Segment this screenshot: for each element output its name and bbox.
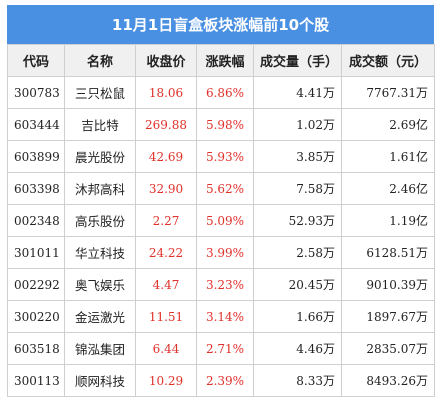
- cell-change-pct: 3.23%: [196, 268, 254, 301]
- cell-volume: 20.45万: [253, 268, 342, 301]
- cell-volume: 4.46万: [253, 332, 342, 365]
- cell-name: 锦泓集团: [64, 332, 136, 365]
- cell-code: 301011: [7, 236, 65, 269]
- cell-volume: 3.85万: [253, 140, 342, 173]
- cell-turnover: 7767.31万: [341, 76, 435, 109]
- cell-change-pct: 3.99%: [196, 236, 254, 269]
- table-header-row: 代码 名称 收盘价 涨跌幅 成交量（手） 成交额（元）: [7, 44, 435, 77]
- cell-volume: 1.02万: [253, 108, 342, 141]
- table-row: 002292 奥飞娱乐 4.47 3.23% 20.45万 9010.39万: [7, 268, 435, 301]
- table-row: 300220 金运激光 11.51 3.14% 1.66万 1897.67万: [7, 300, 435, 333]
- cell-volume: 52.93万: [253, 204, 342, 237]
- cell-change-pct: 5.98%: [196, 108, 254, 141]
- cell-close-price: 42.69: [135, 140, 197, 173]
- table-row: 603398 沐邦高科 32.90 5.62% 7.58万 2.46亿: [7, 172, 435, 205]
- cell-name: 吉比特: [64, 108, 136, 141]
- header-change-pct: 涨跌幅: [196, 44, 254, 77]
- cell-code: 300113: [7, 364, 65, 397]
- table-title: 11月1日盲盒板块涨幅前10个股: [7, 5, 434, 44]
- cell-name: 三只松鼠: [64, 76, 136, 109]
- cell-turnover: 9010.39万: [341, 268, 435, 301]
- cell-name: 奥飞娱乐: [64, 268, 136, 301]
- cell-turnover: 8493.26万: [341, 364, 435, 397]
- cell-close-price: 4.47: [135, 268, 197, 301]
- table-row: 300113 顺网科技 10.29 2.39% 8.33万 8493.26万: [7, 364, 435, 397]
- cell-close-price: 10.29: [135, 364, 197, 397]
- cell-change-pct: 5.93%: [196, 140, 254, 173]
- cell-code: 603518: [7, 332, 65, 365]
- table-row: 603444 吉比特 269.88 5.98% 1.02万 2.69亿: [7, 108, 435, 141]
- table-row: 603899 晨光股份 42.69 5.93% 3.85万 1.61亿: [7, 140, 435, 173]
- cell-change-pct: 6.86%: [196, 76, 254, 109]
- cell-turnover: 1.19亿: [341, 204, 435, 237]
- cell-volume: 8.33万: [253, 364, 342, 397]
- cell-change-pct: 2.39%: [196, 364, 254, 397]
- header-code: 代码: [7, 44, 65, 77]
- cell-change-pct: 5.62%: [196, 172, 254, 205]
- cell-volume: 4.41万: [253, 76, 342, 109]
- cell-code: 300220: [7, 300, 65, 333]
- cell-volume: 1.66万: [253, 300, 342, 333]
- cell-code: 603398: [7, 172, 65, 205]
- cell-volume: 2.58万: [253, 236, 342, 269]
- cell-turnover: 6128.51万: [341, 236, 435, 269]
- stock-table: 代码 名称 收盘价 涨跌幅 成交量（手） 成交额（元） 300783 三只松鼠 18…: [7, 44, 435, 397]
- cell-turnover: 2835.07万: [341, 332, 435, 365]
- cell-code: 300783: [7, 76, 65, 109]
- cell-code: 603444: [7, 108, 65, 141]
- cell-close-price: 6.44: [135, 332, 197, 365]
- table-row: 002348 高乐股份 2.27 5.09% 52.93万 1.19亿: [7, 204, 435, 237]
- cell-close-price: 32.90: [135, 172, 197, 205]
- cell-name: 金运激光: [64, 300, 136, 333]
- cell-name: 顺网科技: [64, 364, 136, 397]
- cell-name: 高乐股份: [64, 204, 136, 237]
- cell-turnover: 2.46亿: [341, 172, 435, 205]
- header-close-price: 收盘价: [135, 44, 197, 77]
- cell-name: 沐邦高科: [64, 172, 136, 205]
- cell-close-price: 24.22: [135, 236, 197, 269]
- cell-turnover: 1897.67万: [341, 300, 435, 333]
- table-row: 300783 三只松鼠 18.06 6.86% 4.41万 7767.31万: [7, 76, 435, 109]
- table-row: 301011 华立科技 24.22 3.99% 2.58万 6128.51万: [7, 236, 435, 269]
- cell-name: 晨光股份: [64, 140, 136, 173]
- cell-code: 002292: [7, 268, 65, 301]
- cell-close-price: 11.51: [135, 300, 197, 333]
- cell-turnover: 1.61亿: [341, 140, 435, 173]
- cell-close-price: 269.88: [135, 108, 197, 141]
- header-turnover: 成交额（元）: [341, 44, 435, 77]
- cell-change-pct: 2.71%: [196, 332, 254, 365]
- cell-close-price: 18.06: [135, 76, 197, 109]
- cell-change-pct: 5.09%: [196, 204, 254, 237]
- header-volume: 成交量（手）: [253, 44, 342, 77]
- cell-change-pct: 3.14%: [196, 300, 254, 333]
- header-name: 名称: [64, 44, 136, 77]
- cell-turnover: 2.69亿: [341, 108, 435, 141]
- table-row: 603518 锦泓集团 6.44 2.71% 4.46万 2835.07万: [7, 332, 435, 365]
- cell-close-price: 2.27: [135, 204, 197, 237]
- cell-name: 华立科技: [64, 236, 136, 269]
- cell-code: 603899: [7, 140, 65, 173]
- cell-code: 002348: [7, 204, 65, 237]
- cell-volume: 7.58万: [253, 172, 342, 205]
